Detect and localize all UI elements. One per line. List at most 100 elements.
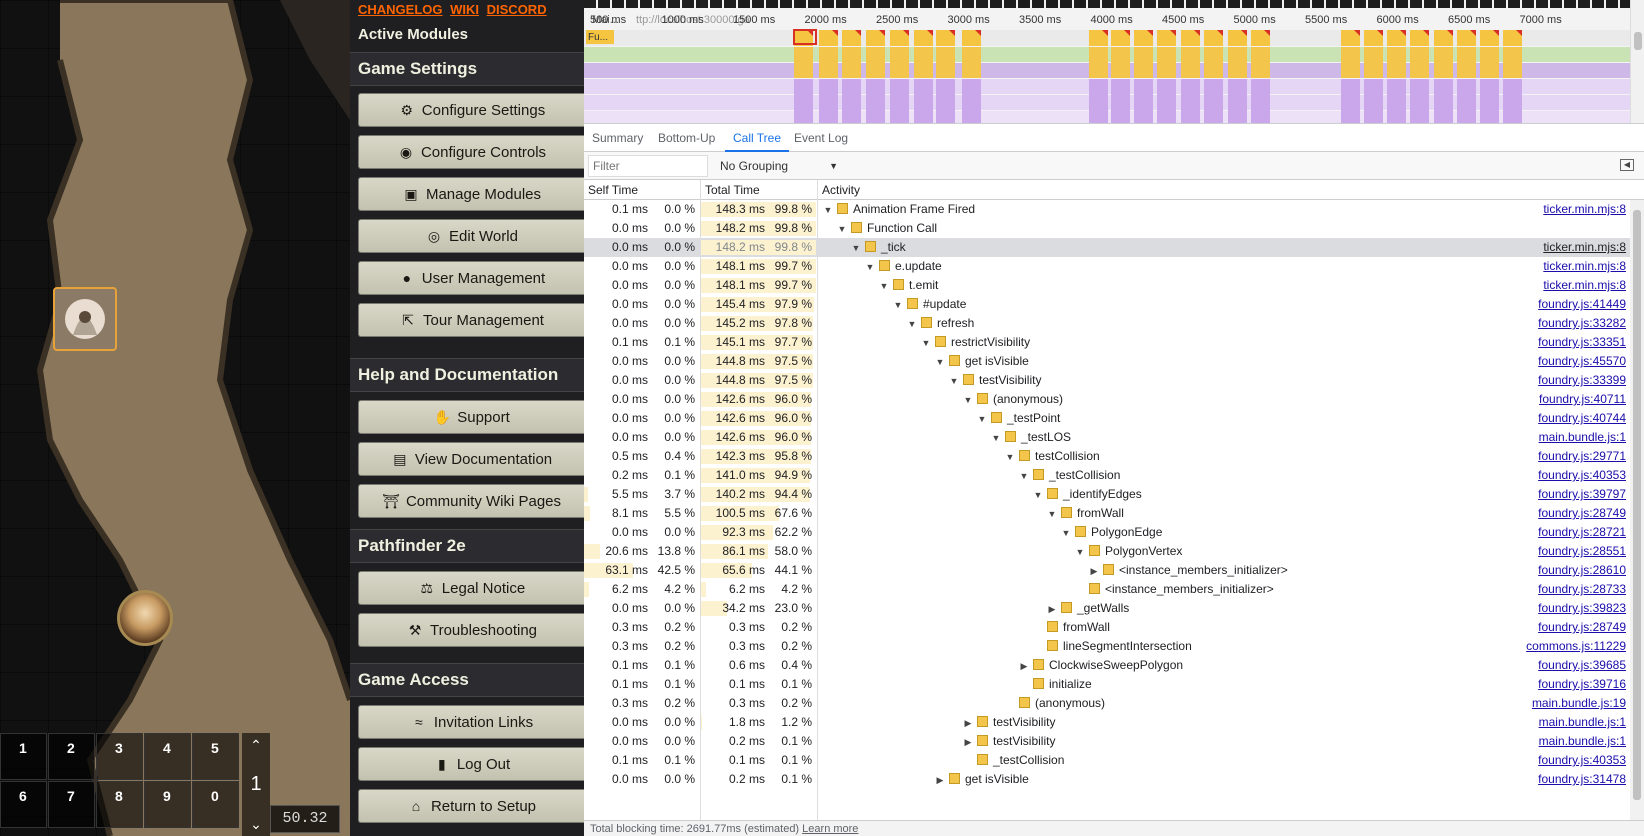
tab-bottom-up[interactable]: Bottom-Up [658,131,716,145]
learn-more-link[interactable]: Learn more [802,823,859,835]
overview-scrollbar[interactable] [1630,0,1644,123]
call-tree-row[interactable]: 0.0 ms 0.0 % 142.6 ms 96.0 % ▼ _testLOS main.b… [584,428,1630,447]
filter-input[interactable] [588,155,708,177]
call-tree-row[interactable]: 63.1 ms 42.5 % 65.6 ms 44.1 % ▶ <instance_mem… [584,561,1630,580]
expand-triangle-right-icon[interactable]: ▶ [936,775,944,785]
hotbar-slot[interactable]: 1 [0,733,47,780]
call-tree-row[interactable]: 0.0 ms 0.0 % 145.2 ms 97.8 % ▼ refresh foundry… [584,314,1630,333]
expand-triangle-down-icon[interactable]: ▼ [935,357,945,367]
game-canvas[interactable]: 1 2 3 4 5 6 7 8 9 0 ⌃ 1 ⌄ 50.32 [0,0,350,836]
expand-triangle-down-icon[interactable]: ▼ [1075,547,1085,557]
expand-triangle-right-icon[interactable]: ▶ [964,737,972,747]
chevron-down-icon[interactable]: ⌄ [250,816,262,832]
call-tree-row[interactable]: 0.0 ms 0.0 % 1.8 ms 1.2 % ▶ testVisibility mai… [584,713,1630,732]
expand-triangle-down-icon[interactable]: ▼ [865,262,875,272]
call-tree-row[interactable]: 0.0 ms 0.0 % 144.8 ms 97.5 % ▼ get isVisible f… [584,352,1630,371]
expand-triangle-down-icon[interactable]: ▼ [1061,528,1071,538]
call-tree-row[interactable]: 0.1 ms 0.0 % 148.3 ms 99.8 % ▼ Animation Fram… [584,200,1630,219]
source-link[interactable]: ticker.min.mjs:8 [1543,259,1626,273]
expand-triangle-right-icon[interactable]: ▶ [964,718,972,728]
source-link[interactable]: foundry.js:39797 [1538,487,1626,501]
source-link[interactable]: ticker.min.mjs:8 [1543,278,1626,292]
tour-management-button[interactable]: ⇱ Tour Management [358,303,584,337]
source-link[interactable]: foundry.js:28610 [1538,563,1626,577]
source-link[interactable]: foundry.js:41449 [1538,297,1626,311]
source-link[interactable]: foundry.js:39685 [1538,658,1626,672]
expand-triangle-down-icon[interactable]: ▼ [879,281,889,291]
call-tree-row[interactable]: 0.0 ms 0.0 % 148.1 ms 99.7 % ▼ e.update ticker… [584,257,1630,276]
call-tree-row[interactable]: 0.0 ms 0.0 % 148.2 ms 99.8 % ▼ Function Call [584,219,1630,238]
source-link[interactable]: foundry.js:28551 [1538,544,1626,558]
source-link[interactable]: main.bundle.js:1 [1538,734,1626,748]
call-tree-row[interactable]: 0.0 ms 0.0 % 0.2 ms 0.1 % ▶ testVisibility mai… [584,732,1630,751]
call-tree-row[interactable]: 0.1 ms 0.1 % 0.6 ms 0.4 % ▶ ClockwiseSweepPol… [584,656,1630,675]
legal-notice-button[interactable]: ⚖ Legal Notice [358,571,584,605]
call-tree-row[interactable]: 5.5 ms 3.7 % 140.2 ms 94.4 % ▼ _identifyEdges… [584,485,1630,504]
call-tree-row[interactable]: 0.5 ms 0.4 % 142.3 ms 95.8 % ▼ testCollision f… [584,447,1630,466]
expand-triangle-down-icon[interactable]: ▼ [851,243,861,253]
expand-triangle-down-icon[interactable]: ▼ [921,338,931,348]
expand-triangle-down-icon[interactable]: ▼ [977,414,987,424]
source-link[interactable]: foundry.js:28749 [1538,506,1626,520]
activity-header[interactable]: Activity [822,183,861,197]
source-link[interactable]: foundry.js:40711 [1539,392,1626,406]
hotbar-slot[interactable]: 3 [96,733,143,780]
call-tree-row[interactable]: 0.0 ms 0.0 % 0.2 ms 0.1 % ▶ get isVisible foun… [584,770,1630,789]
invitation-links-button[interactable]: ≈ Invitation Links [358,705,584,739]
source-link[interactable]: foundry.js:31478 [1538,772,1626,786]
source-link[interactable]: ticker.min.mjs:8 [1543,202,1626,216]
expand-triangle-down-icon[interactable]: ▼ [837,224,847,234]
character-portrait-token[interactable] [117,590,173,646]
tab-summary[interactable]: Summary [592,131,644,145]
scrollbar-thumb[interactable] [1633,210,1641,800]
hotbar-slot[interactable]: 0 [192,781,239,828]
total-time-header[interactable]: Total Time [701,180,818,200]
source-link[interactable]: foundry.js:45570 [1538,354,1626,368]
expand-triangle-down-icon[interactable]: ▼ [893,300,903,310]
source-link[interactable]: foundry.js:33351 [1538,335,1626,349]
source-link[interactable]: ticker.min.mjs:8 [1543,240,1626,254]
call-tree-row[interactable]: 0.0 ms 0.0 % 148.1 ms 99.7 % ▼ t.emit ticker.m… [584,276,1630,295]
source-link[interactable]: foundry.js:39823 [1538,601,1626,615]
call-tree-row[interactable]: 0.1 ms 0.1 % 0.1 ms 0.1 % initialize foundry.… [584,675,1630,694]
source-link[interactable]: main.bundle.js:1 [1538,430,1626,444]
expand-triangle-down-icon[interactable]: ▼ [991,433,1001,443]
chevron-up-icon[interactable]: ⌃ [250,737,262,753]
hotbar-slot[interactable]: 7 [48,781,95,828]
expand-triangle-down-icon[interactable]: ▼ [1033,490,1043,500]
expand-triangle-down-icon[interactable]: ▼ [1005,452,1015,462]
expand-triangle-down-icon[interactable]: ▼ [949,376,959,386]
call-tree-row[interactable]: 0.3 ms 0.2 % 0.3 ms 0.2 % lineSegmentInterse… [584,637,1630,656]
community-wiki-button[interactable]: ⛩ Community Wiki Pages [358,484,584,518]
call-tree-row[interactable]: 0.0 ms 0.0 % 142.6 ms 96.0 % ▼ (anonymous) fou… [584,390,1630,409]
call-tree-row[interactable]: 0.0 ms 0.0 % 145.4 ms 97.9 % ▼ #update foundry… [584,295,1630,314]
log-out-button[interactable]: ▮ Log Out [358,747,584,781]
wiki-link[interactable]: WIKI [450,2,480,17]
source-link[interactable]: foundry.js:29771 [1538,449,1626,463]
discord-link[interactable]: DISCORD [486,2,547,17]
return-to-setup-button[interactable]: ⌂ Return to Setup [358,789,584,823]
call-tree-row[interactable]: 0.3 ms 0.2 % 0.3 ms 0.2 % (anonymous) main.bu… [584,694,1630,713]
call-tree-row[interactable]: 20.6 ms 13.8 % 86.1 ms 58.0 % ▼ PolygonVertex… [584,542,1630,561]
source-link[interactable]: foundry.js:40353 [1538,468,1626,482]
call-tree-row[interactable]: 6.2 ms 4.2 % 6.2 ms 4.2 % <instance_members_… [584,580,1630,599]
configure-settings-button[interactable]: ⚙ Configure Settings [358,93,584,127]
source-link[interactable]: commons.js:11229 [1526,639,1626,653]
call-tree-row[interactable]: 0.1 ms 0.1 % 145.1 ms 97.7 % ▼ restrictVisibi… [584,333,1630,352]
call-tree-row[interactable]: 0.0 ms 0.0 % 148.2 ms 99.8 % ▼ _tick ticker.mi… [584,238,1630,257]
tab-call-tree[interactable]: Call Tree [725,124,790,152]
changelog-link[interactable]: CHANGELOG [358,2,443,17]
user-management-button[interactable]: ● User Management [358,261,584,295]
tree-scrollbar[interactable] [1630,200,1644,820]
source-link[interactable]: foundry.js:33282 [1538,316,1626,330]
expand-triangle-right-icon[interactable]: ▶ [1090,566,1098,576]
manage-modules-button[interactable]: ▣ Manage Modules [358,177,584,211]
hooded-figure-token[interactable] [53,287,117,351]
call-tree-row[interactable]: 0.1 ms 0.1 % 0.1 ms 0.1 % _testCollision foun… [584,751,1630,770]
view-documentation-button[interactable]: ▤ View Documentation [358,442,584,476]
source-link[interactable]: foundry.js:39716 [1538,677,1626,691]
hotbar-slot[interactable]: 4 [144,733,191,780]
hotbar-slot[interactable]: 2 [48,733,95,780]
call-tree-row[interactable]: 8.1 ms 5.5 % 100.5 ms 67.6 % ▼ fromWall foundr… [584,504,1630,523]
expand-triangle-down-icon[interactable]: ▼ [907,319,917,329]
